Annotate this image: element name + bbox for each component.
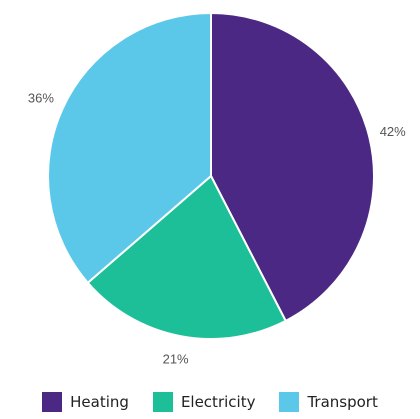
legend-item-transport[interactable]: Transport: [279, 392, 378, 412]
data-label-transport: 36%: [28, 90, 54, 105]
legend-swatch-electricity: [152, 392, 173, 412]
legend-item-heating[interactable]: Heating: [42, 392, 129, 412]
pie-slice-heating[interactable]: [210, 11, 375, 323]
chart-legend: Heating Electricity Transport: [0, 387, 420, 417]
legend-swatch-heating: [42, 392, 63, 412]
legend-swatch-transport: [279, 392, 300, 412]
legend-item-electricity[interactable]: Electricity: [152, 392, 256, 412]
data-label-electricity: 21%: [163, 352, 189, 367]
data-label-heating: 42%: [380, 124, 406, 139]
pie-data-labels: 42% 21% 36%: [28, 90, 406, 366]
pie-slices: [47, 11, 375, 340]
legend-label-transport: Transport: [307, 393, 378, 411]
legend-label-electricity: Electricity: [180, 393, 256, 411]
legend-label-heating: Heating: [70, 393, 129, 411]
pie-slice-electricity[interactable]: [86, 174, 288, 340]
pie-slice-transport[interactable]: [47, 11, 212, 285]
